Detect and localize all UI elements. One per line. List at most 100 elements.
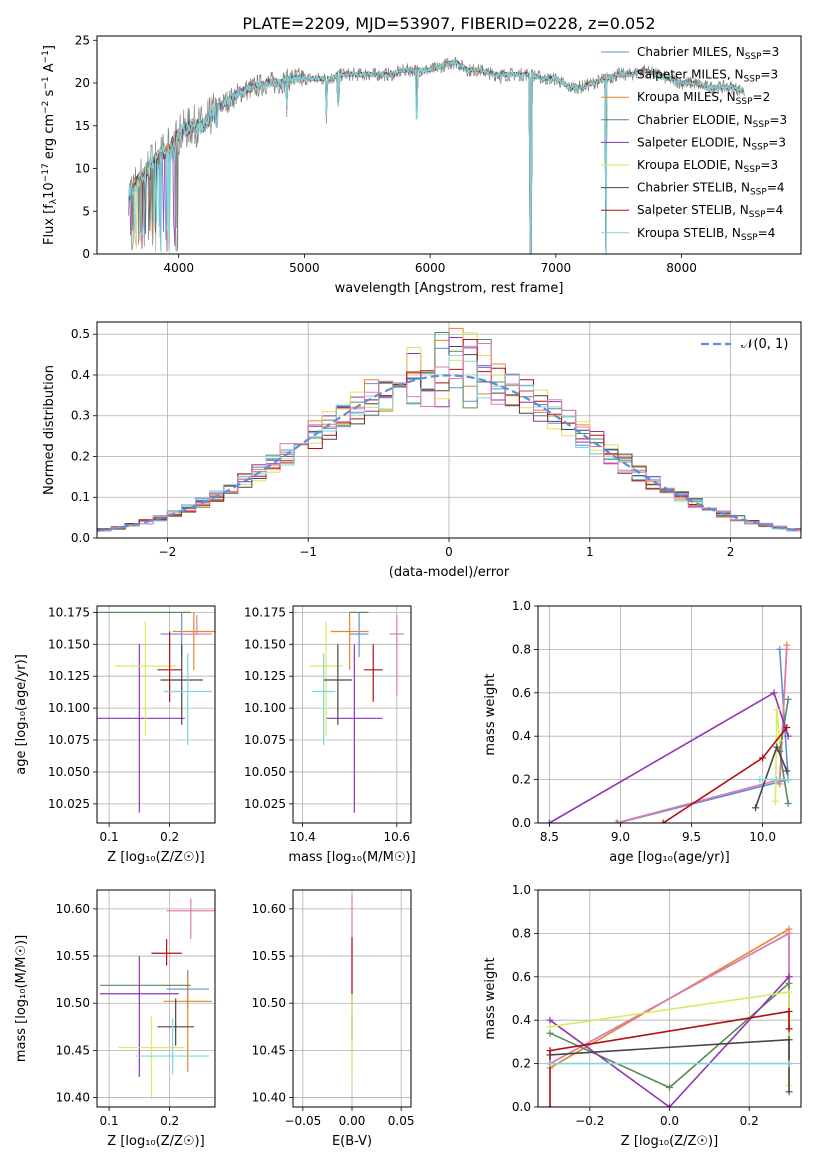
legend-label-suffix: =4 <box>766 203 784 217</box>
y-tick-label: 10.050 <box>48 765 90 779</box>
legend-label: Kroupa ELODIE, NSSP=3 <box>637 158 778 175</box>
y-tick-label: 10.45 <box>56 1043 90 1057</box>
mass-weight-marker <box>784 776 792 784</box>
legend-label-name: Chabrier MILES, N <box>637 45 745 59</box>
mass-weight-marker <box>546 1103 554 1107</box>
mass-weight-marker <box>659 819 667 823</box>
x-tick-label: 7000 <box>541 261 572 275</box>
legend-label-suffix: =2 <box>753 90 771 104</box>
legend-label-name: Salpeter ELODIE, N <box>637 135 751 149</box>
y-tick-label: 0.2 <box>512 773 531 787</box>
mass-weight-marker <box>612 819 620 823</box>
legend-label: Salpeter ELODIE, NSSP=3 <box>637 135 786 152</box>
x-tick-label: 0.00 <box>339 1114 366 1128</box>
y-tick-label: 20 <box>75 76 90 90</box>
x-tick-label: 0.1 <box>100 830 119 844</box>
legend-label-sub: SSP <box>751 142 768 152</box>
x-tick-label: 6000 <box>415 261 446 275</box>
legend-label-name: Chabrier ELODIE, N <box>637 113 753 127</box>
y-axis-label: mass weight <box>483 673 498 755</box>
x-tick-label: 9.5 <box>682 830 701 844</box>
legend-label-suffix: =3 <box>760 158 778 172</box>
y-tick-label: 0.4 <box>512 1013 531 1027</box>
legend-label: Chabrier STELIB, NSSP=4 <box>637 181 785 198</box>
x-axis-label: Z [log₁₀(Z/Z☉)] <box>107 1134 204 1149</box>
x-axis-label: E(B-V) <box>332 1134 372 1149</box>
y-tick-label: 1.0 <box>512 599 531 613</box>
y-tick-label: 10.025 <box>48 797 90 811</box>
mass-weight-line <box>774 710 781 802</box>
y-axis-label-part: A <box>42 63 57 76</box>
x-tick-label: −0.05 <box>284 1114 321 1128</box>
normal-curve <box>97 374 801 532</box>
y-tick-label: 10.55 <box>56 949 90 963</box>
axes-frame <box>537 889 802 1108</box>
legend-label-suffix: =3 <box>768 135 786 149</box>
y-tick-label: 10.60 <box>252 902 286 916</box>
y-axis-label: age [log₁₀(age/yr)] <box>14 654 29 775</box>
y-tick-label: 10.150 <box>244 637 286 651</box>
y-tick-label: 0.2 <box>512 1057 531 1071</box>
y-axis-label-part: ] <box>42 45 57 50</box>
mass-weight-marker <box>773 776 781 784</box>
x-tick-label: −1 <box>299 545 317 559</box>
x-tick-label: 8000 <box>666 261 697 275</box>
legend-label-sub: SSP <box>744 165 761 175</box>
y-axis-label-part: −2 <box>41 101 51 114</box>
legend-label-name: Salpeter STELIB, N <box>637 203 749 217</box>
mass-weight-marker <box>546 1047 554 1055</box>
mass-weight-marker <box>773 743 781 751</box>
legend-label-sub: SSP <box>741 233 758 243</box>
mass-weight-marker <box>546 1060 554 1068</box>
model-spectrum-line <box>127 57 745 254</box>
y-tick-label: 0.0 <box>512 816 531 830</box>
axes-frame <box>96 35 802 255</box>
mass-weight-marker <box>771 797 779 805</box>
mass-vs-EBV-panel: −0.05 0.00 0.05 10.40 10.45 10.50 10.55 10.60 E(… <box>252 889 415 1149</box>
mass-weight-marker <box>785 988 793 996</box>
y-tick-label: 10.175 <box>48 605 90 619</box>
errorbar-group <box>100 898 215 1100</box>
legend-label-suffix: =3 <box>760 68 778 82</box>
y-tick-label: 10.125 <box>244 669 286 683</box>
y-tick-label: 10.075 <box>244 733 286 747</box>
legend-label-sub: SSP <box>749 210 766 220</box>
mass-weight-marker <box>783 724 791 732</box>
legend-label: Chabrier ELODIE, NSSP=3 <box>637 113 787 130</box>
mass-weight-marker <box>770 689 778 697</box>
mass-weight-marker <box>756 776 764 784</box>
y-tick-label: 0.0 <box>512 1100 531 1114</box>
y-tick-label: 10.60 <box>56 902 90 916</box>
y-axis-label: Flux [fλ10−17 erg cm−2 s−1 A−1] <box>41 45 59 245</box>
mass-weight-marker <box>546 1016 554 1024</box>
legend-label-name: Salpeter MILES, N <box>637 68 744 82</box>
y-tick-label: 1.0 <box>512 883 531 897</box>
spectrum-panel: 4000 5000 6000 7000 8000 0 5 10 15 20 25 wavelength… <box>41 33 802 296</box>
x-tick-label: 8.5 <box>540 830 559 844</box>
mass-weight-marker <box>545 819 553 823</box>
legend-label-name: Kroupa STELIB, N <box>637 226 741 240</box>
y-tick-label: 10.125 <box>48 669 90 683</box>
y-tick-label: 10.075 <box>48 733 90 747</box>
mass-weight-marker <box>785 1036 793 1044</box>
figure-title: PLATE=2209, MJD=53907, FIBERID=0228, z=0… <box>242 14 655 33</box>
y-tick-label: 0.4 <box>71 368 90 382</box>
x-tick-label: 10.6 <box>383 830 410 844</box>
mass-weight-line <box>662 727 788 823</box>
x-tick-label: 4000 <box>163 261 194 275</box>
axes-frame <box>96 321 802 539</box>
observed-spectrum-line <box>128 57 745 254</box>
y-tick-label: 0.3 <box>71 409 90 423</box>
mass-weight-marker <box>785 979 793 987</box>
mass-weight-marker <box>785 1025 793 1033</box>
x-axis-label: wavelength [Angstrom, rest frame] <box>335 281 564 296</box>
y-tick-label: 0.6 <box>512 686 531 700</box>
y-axis-label-part: −17 <box>41 163 51 182</box>
mass-weight-marker <box>546 1029 554 1037</box>
mass-weight-marker <box>666 1083 673 1091</box>
x-tick-label: 0.2 <box>160 830 179 844</box>
x-axis-label: age [log₁₀(age/yr)] <box>609 850 730 865</box>
y-tick-label: 25 <box>75 33 90 47</box>
y-axis-label-part: erg cm <box>42 114 57 163</box>
